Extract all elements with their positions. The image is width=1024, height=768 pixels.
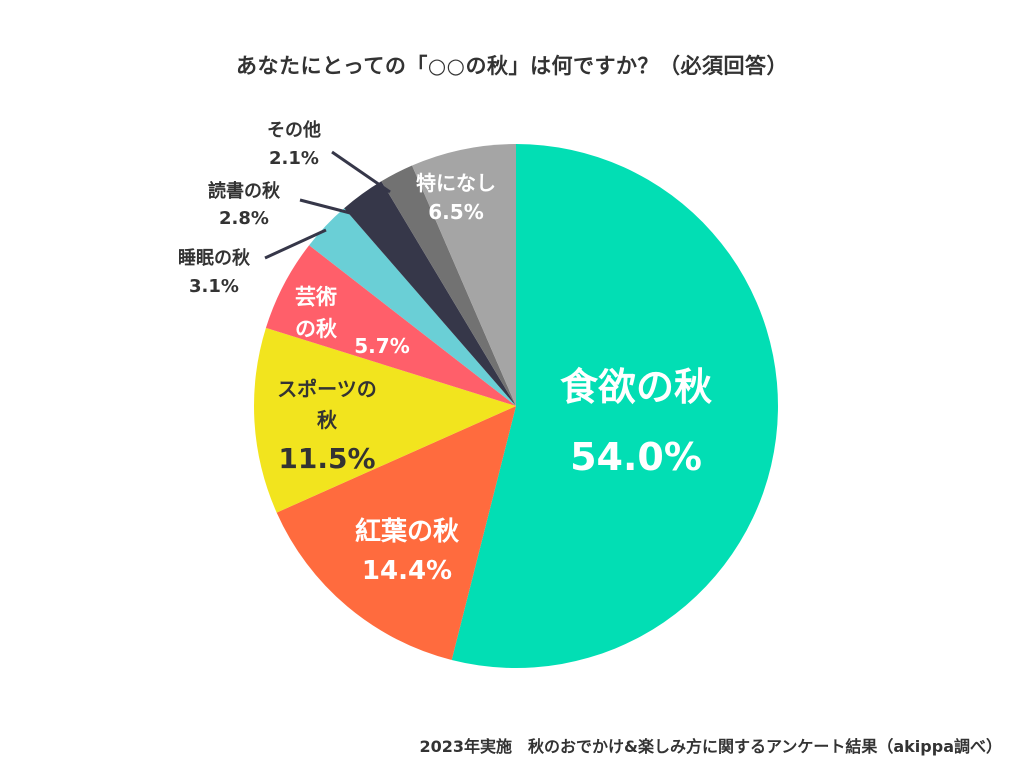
slice-label-value-6: 2.8% bbox=[219, 208, 269, 229]
slice-label-value-8: 6.5% bbox=[428, 200, 483, 224]
slice-label-value-2: 14.4% bbox=[362, 556, 452, 586]
chart-title: あなたにとっての「○○の秋」は何ですか？（必須回答） bbox=[236, 54, 788, 78]
pie-slice-4 bbox=[265, 245, 516, 406]
leader-line-7 bbox=[331, 150, 391, 194]
leader-line-5 bbox=[264, 228, 327, 260]
slice-label-name-1: 食欲の秋 bbox=[560, 365, 712, 409]
slice-label-name-5: 睡眠の秋 bbox=[178, 247, 251, 269]
leader-line-6 bbox=[299, 198, 359, 217]
slice-label-name-3: 秋 bbox=[317, 408, 338, 432]
pie-slice-7 bbox=[381, 165, 516, 406]
slice-label-name-4: の秋 bbox=[295, 317, 338, 341]
slice-label-name-6: 読書の秋 bbox=[208, 180, 281, 202]
footer-source: 2023年実施 秋のおでかけ&楽しみ方に関するアンケート結果（akippa調べ） bbox=[419, 737, 1002, 756]
pie-slice-2 bbox=[276, 406, 516, 660]
slice-label-name-2: 紅葉の秋 bbox=[355, 517, 460, 547]
slice-label-name-4: 芸術 bbox=[295, 285, 337, 309]
pie-slice-1 bbox=[451, 144, 778, 668]
pie-slice-3 bbox=[253, 327, 517, 513]
slice-label-name-8: 特になし bbox=[416, 171, 496, 195]
pie-slices bbox=[253, 144, 778, 668]
slice-label-value-4: 5.7% bbox=[354, 334, 409, 358]
slice-label-value-1: 54.0% bbox=[570, 435, 702, 479]
slice-label-name-3: スポーツの bbox=[277, 377, 377, 401]
leader-lines bbox=[264, 150, 391, 260]
pie-slice-5 bbox=[309, 208, 516, 406]
pie-slice-8 bbox=[412, 144, 516, 406]
pie-slice-6 bbox=[344, 181, 516, 406]
slice-label-value-3: 11.5% bbox=[278, 442, 375, 475]
slice-label-name-7: その他 bbox=[267, 119, 321, 141]
slice-label-value-7: 2.1% bbox=[269, 148, 319, 169]
slice-label-value-5: 3.1% bbox=[189, 276, 239, 297]
